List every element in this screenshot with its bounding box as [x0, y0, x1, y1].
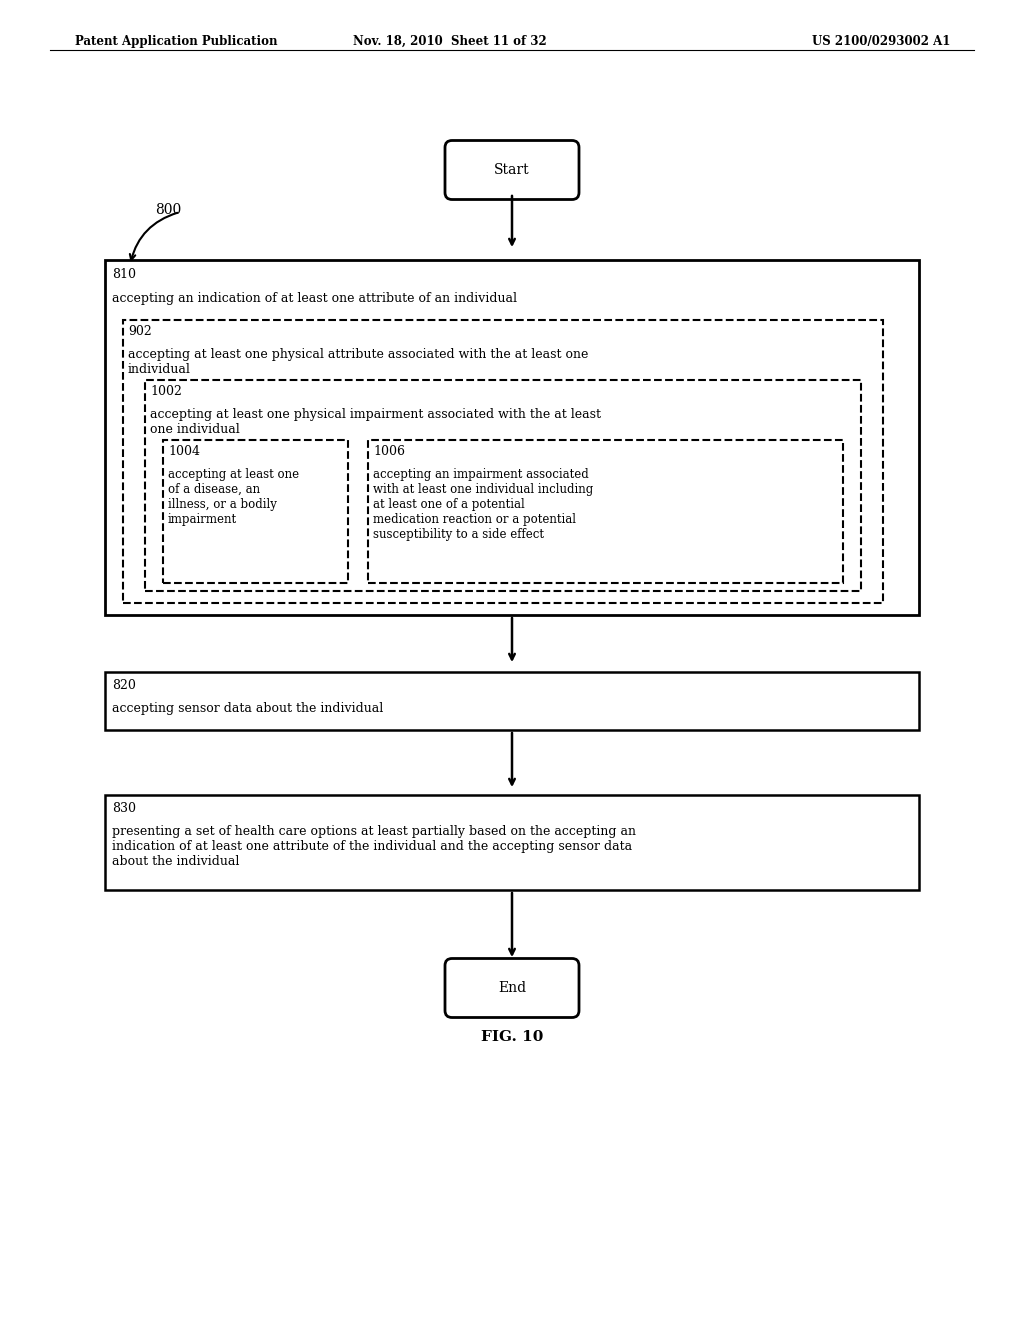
Text: 830: 830 — [112, 803, 136, 814]
Text: FIG. 10: FIG. 10 — [481, 1030, 543, 1044]
Text: End: End — [498, 981, 526, 995]
Text: 820: 820 — [112, 678, 136, 692]
Text: 800: 800 — [155, 203, 181, 216]
FancyBboxPatch shape — [445, 140, 579, 199]
Text: accepting at least one physical impairment associated with the at least
one indi: accepting at least one physical impairme… — [150, 408, 601, 436]
Text: Start: Start — [495, 162, 529, 177]
Bar — [105, 260, 919, 615]
Text: presenting a set of health care options at least partially based on the acceptin: presenting a set of health care options … — [112, 825, 636, 869]
Text: accepting sensor data about the individual: accepting sensor data about the individu… — [112, 702, 383, 715]
Text: Patent Application Publication: Patent Application Publication — [75, 36, 278, 48]
Text: 1006: 1006 — [373, 445, 406, 458]
Text: Nov. 18, 2010  Sheet 11 of 32: Nov. 18, 2010 Sheet 11 of 32 — [353, 36, 547, 48]
Text: US 2100/0293002 A1: US 2100/0293002 A1 — [812, 36, 950, 48]
Bar — [105, 672, 919, 730]
Text: accepting at least one
of a disease, an
illness, or a bodily
impairment: accepting at least one of a disease, an … — [168, 469, 299, 525]
Bar — [368, 440, 843, 583]
FancyBboxPatch shape — [445, 958, 579, 1018]
Text: 1002: 1002 — [150, 385, 182, 399]
Text: 902: 902 — [128, 325, 152, 338]
Text: accepting an indication of at least one attribute of an individual: accepting an indication of at least one … — [112, 292, 517, 305]
Text: 1004: 1004 — [168, 445, 200, 458]
Bar — [123, 319, 883, 603]
Bar — [163, 440, 348, 583]
Text: accepting an impairment associated
with at least one individual including
at lea: accepting an impairment associated with … — [373, 469, 593, 541]
Bar — [105, 795, 919, 890]
Text: accepting at least one physical attribute associated with the at least one
indiv: accepting at least one physical attribut… — [128, 348, 589, 376]
Bar — [145, 380, 861, 591]
Text: 810: 810 — [112, 268, 136, 281]
